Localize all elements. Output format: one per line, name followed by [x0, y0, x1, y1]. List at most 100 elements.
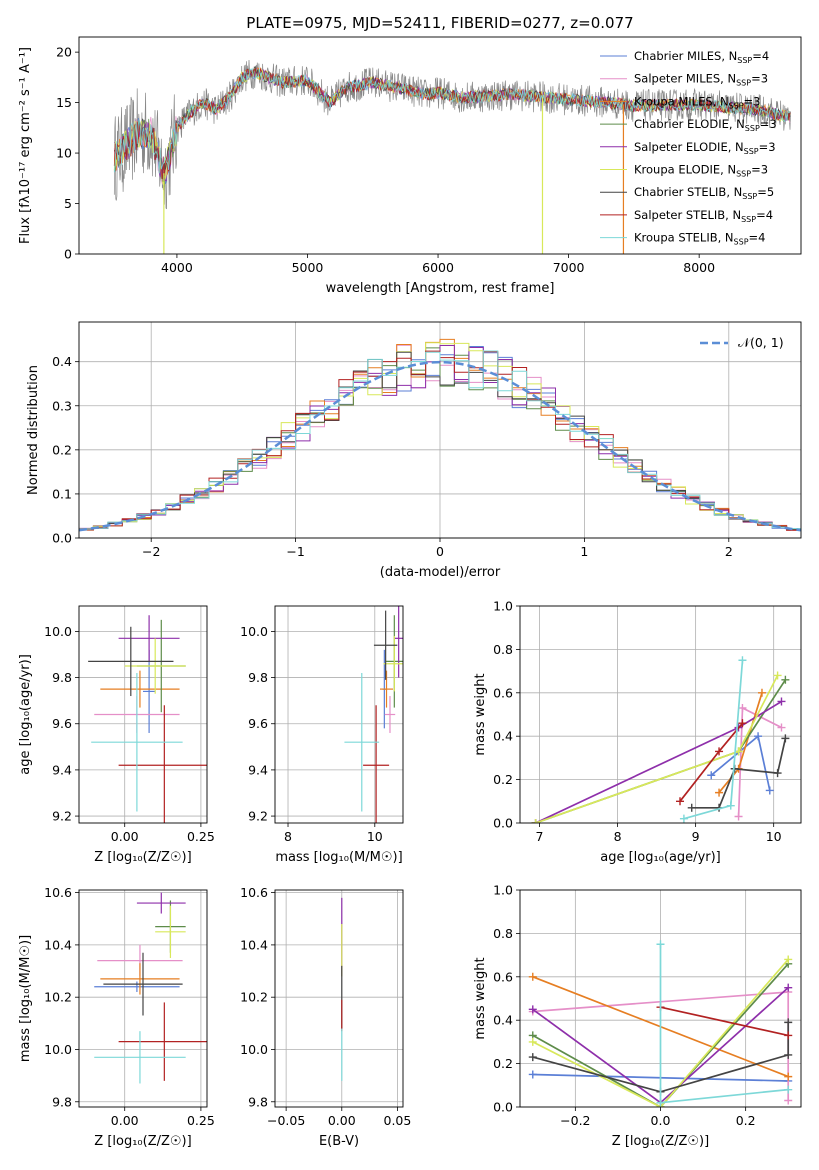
panel-residuals: −2 −1 0 1 2 0.0 0.1 0.2 0.3 0.4 (data-model)/error… — [26, 321, 802, 580]
y-tick-label: 0.1 — [52, 486, 72, 501]
x-tick-label: 9 — [692, 829, 700, 844]
data-point — [656, 1098, 665, 1107]
x-tick-label: 5000 — [292, 260, 324, 275]
x-tick-label: −1 — [286, 544, 304, 559]
data-point — [528, 1005, 537, 1014]
axes-frame — [78, 889, 208, 1108]
x-tick-label: 1 — [580, 544, 588, 559]
mass-weight-line — [535, 700, 782, 823]
errorbars — [88, 615, 207, 823]
x-tick-label: 8000 — [683, 260, 715, 275]
x-tick-label: 0.2 — [736, 1113, 756, 1128]
y-tick-label: 0.0 — [52, 531, 72, 546]
y-tick-label: 9.8 — [248, 670, 268, 685]
y-tick-label: 1.0 — [493, 883, 513, 898]
y-tick-label: 10.0 — [44, 624, 72, 639]
data-point — [784, 983, 793, 992]
errorbars — [94, 892, 207, 1084]
panel-mass_vs_Z: 0.00 0.25 9.8 10.0 10.2 10.4 10.6 Z [log₁₀(Z/Z☉… — [18, 885, 215, 1149]
panel-weight_vs_age: 7 8 9 10 0.0 0.2 0.4 0.6 0.8 1.0 age [log₁₀(age/yr… — [473, 599, 802, 865]
y-tick-label: 9.2 — [248, 809, 268, 824]
legend-entry: Kroupa ELODIE, NSSP=3 — [634, 163, 768, 179]
y-tick-label: 10.2 — [240, 990, 268, 1005]
x-tick-label: −0.05 — [267, 1113, 305, 1128]
data-point — [528, 972, 537, 981]
data-point — [777, 723, 786, 732]
model-spectrum-line — [113, 67, 791, 180]
axes-frame — [78, 605, 208, 824]
data-point — [676, 797, 685, 806]
data-point — [757, 688, 766, 697]
y-tick-label: 10.0 — [44, 1042, 72, 1057]
data-point — [781, 734, 790, 743]
y-axis-label: mass weight — [473, 957, 488, 1039]
axes-frame — [78, 321, 802, 539]
data-point — [679, 814, 688, 823]
legend-entry: Kroupa STELIB, NSSP=4 — [634, 231, 765, 247]
chart-title: PLATE=0975, MJD=52411, FIBERID=0277, z=0… — [246, 14, 633, 32]
y-axis-label: age [log₁₀(age/yr)] — [18, 654, 33, 775]
histograms — [79, 338, 801, 532]
data-point — [528, 1070, 537, 1079]
y-axis-label: Flux [fλ10⁻¹⁷ erg cm⁻² s⁻¹ A⁻¹] — [18, 47, 33, 244]
x-tick-label: 0.25 — [187, 829, 215, 844]
y-tick-label: 10.6 — [44, 885, 72, 900]
y-tick-label: 9.6 — [248, 716, 268, 731]
legend-entry: 𝒩(0, 1) — [738, 335, 784, 350]
legend-entry: Chabrier STELIB, NSSP=5 — [634, 185, 774, 201]
data-point — [777, 697, 786, 706]
x-tick-label: 0.05 — [384, 1113, 412, 1128]
data-point — [784, 1085, 793, 1094]
y-tick-label: 9.8 — [248, 1094, 268, 1109]
y-tick-label: 0.6 — [493, 685, 513, 700]
x-tick-label: 2 — [725, 544, 733, 559]
y-tick-label: 9.8 — [52, 1094, 72, 1109]
y-axis-label: Normed distribution — [26, 365, 41, 495]
panel-weight_vs_Z: −0.2 0.0 0.2 0.0 0.2 0.4 0.6 0.8 1.0 Z [log₁₀(Z/Z… — [473, 883, 802, 1149]
data-point — [784, 1031, 793, 1040]
mass-weight-line — [679, 722, 744, 802]
mass-weight-line — [535, 679, 787, 823]
y-tick-label: 9.8 — [52, 670, 72, 685]
data-point — [784, 1050, 793, 1059]
y-tick-label: 10.4 — [44, 937, 72, 952]
x-tick-label: 0 — [436, 544, 444, 559]
x-axis-label: (data-model)/error — [380, 565, 501, 580]
axes-frame — [78, 36, 802, 255]
y-tick-label: 0.2 — [52, 442, 72, 457]
y-axis-label: mass weight — [473, 673, 488, 755]
panel-age_vs_Z: 0.00 0.25 9.2 9.4 9.6 9.8 10.0 Z [log₁₀(Z/Z☉)] a… — [18, 605, 215, 865]
legend-entry: Salpeter ELODIE, NSSP=3 — [634, 140, 776, 156]
mass-weight-line — [532, 963, 789, 1107]
y-tick-label: 15 — [56, 95, 72, 110]
weight-lines — [528, 940, 793, 1107]
data-point — [784, 1096, 793, 1105]
x-axis-label: E(B-V) — [319, 1134, 359, 1149]
data-point — [738, 719, 747, 728]
y-tick-label: 10.2 — [44, 990, 72, 1005]
errorbars — [344, 606, 403, 823]
data-point — [784, 1072, 793, 1081]
axes-frame — [519, 889, 802, 1108]
residual-histogram — [79, 342, 801, 531]
x-tick-label: 4000 — [161, 260, 193, 275]
y-tick-label: 0.4 — [52, 354, 72, 369]
y-tick-label: 9.4 — [52, 762, 72, 777]
axes-frame — [274, 889, 404, 1108]
x-tick-label: 6000 — [422, 260, 454, 275]
y-tick-label: 0.2 — [493, 1056, 513, 1071]
x-tick-label: 7 — [536, 829, 544, 844]
panel-spectrum: 4000 5000 6000 7000 8000 0 5 10 15 20 wavelength [… — [18, 14, 802, 296]
y-tick-label: 0.0 — [493, 1100, 513, 1115]
x-tick-label: 0.0 — [651, 1113, 671, 1128]
model-spectrum-line — [113, 67, 791, 174]
axes-frame — [519, 605, 802, 824]
y-tick-label: 0.2 — [493, 772, 513, 787]
y-tick-label: 20 — [56, 45, 72, 60]
y-tick-label: 9.2 — [52, 809, 72, 824]
y-tick-label: 1.0 — [493, 599, 513, 614]
spectrum-lines — [113, 59, 791, 254]
x-axis-label: age [log₁₀(age/yr)] — [600, 850, 721, 865]
x-tick-label: 0.00 — [328, 1113, 356, 1128]
